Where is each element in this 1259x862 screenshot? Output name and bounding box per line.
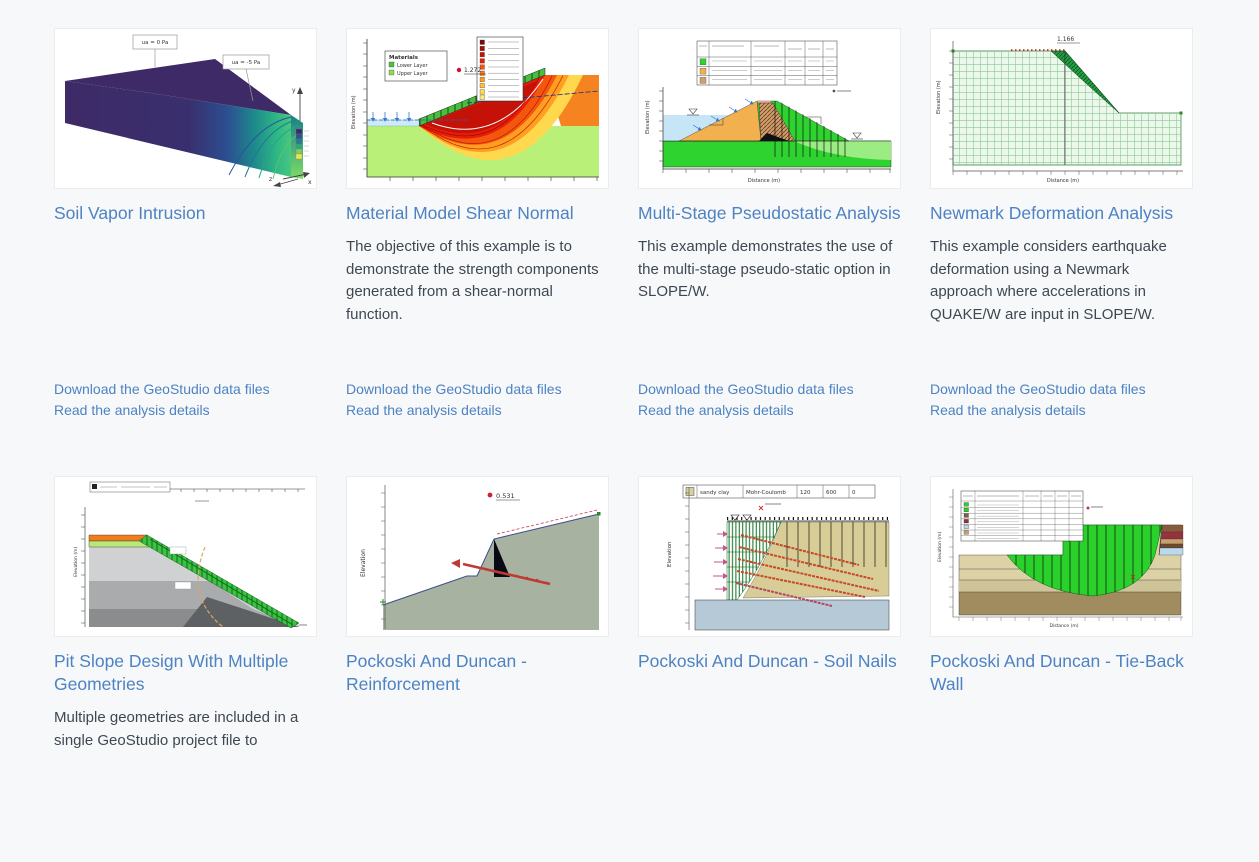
card-thumbnail[interactable]: ua = 0 Pa ua = -5 Pa [54, 28, 317, 189]
materials-table [696, 40, 838, 86]
card-description: The objective of this example is to demo… [346, 238, 599, 323]
y-axis-label: Elevation (m) [645, 100, 651, 134]
example-card-pockoski-tie-back-wall: Elevation (m) Distance (m) Pockoski And … [930, 476, 1193, 862]
water-marker-downstream [851, 132, 863, 140]
seepage-arrows [370, 112, 412, 122]
newmark-deformation-figure: 1.166 Elevation (m) Distance (m) [931, 29, 1192, 188]
card-thumbnail[interactable]: 1.166 Elevation (m) Distance (m) [930, 28, 1193, 189]
y-axis-label: Elevation (m) [937, 532, 943, 562]
pockoski-tie-back-wall-figure: Elevation (m) Distance (m) [931, 477, 1192, 636]
y-axis-label: Elevation [360, 549, 367, 577]
card-thumbnail[interactable]: 0.531 Elevation [346, 476, 609, 637]
download-data-files-link[interactable]: Download the GeoStudio data files [930, 381, 1146, 397]
material-table: sandy clay Mohr-Coulomb 120 600 0 [682, 484, 876, 499]
card-thumbnail[interactable]: Elevation (m) [54, 476, 317, 637]
factor-of-safety-label: 0.531 [496, 492, 515, 500]
legend-item: Upper Layer [397, 71, 429, 77]
axis-x-letter: x [308, 179, 312, 186]
water-marker-upstream [687, 108, 699, 116]
legend-item: Lower Layer [397, 63, 428, 69]
example-card-material-model-shear-normal: Materials Lower Layer Upper Layer [346, 28, 609, 418]
card-thumbnail[interactable]: Elevation (m) Distance (m) [930, 476, 1193, 637]
card-links: Download the GeoStudio data files Read t… [346, 379, 562, 420]
card-title-link[interactable]: Pockoski And Duncan - Reinforcement [346, 651, 527, 694]
card-links: Download the GeoStudio data files Read t… [930, 379, 1146, 420]
table-cell-model: Mohr-Coulomb [746, 490, 786, 496]
axis-z-letter: z [269, 176, 272, 183]
x-axis-label: Distance (m) [1047, 178, 1079, 184]
materials-table [960, 490, 1084, 542]
read-analysis-details-link[interactable]: Read the analysis details [346, 401, 502, 418]
card-title-link[interactable]: Pockoski And Duncan - Soil Nails [638, 651, 897, 671]
table-cell-phi: 0 [852, 490, 856, 496]
example-card-pockoski-soil-nails: sandy clay Mohr-Coulomb 120 600 0 Elevat… [638, 476, 901, 862]
pockoski-soil-nails-figure: sandy clay Mohr-Coulomb 120 600 0 Elevat… [639, 477, 900, 636]
table-cell-material: sandy clay [700, 490, 730, 496]
axis-y-letter: y [292, 87, 296, 94]
pockoski-reinforcement-figure: 0.531 Elevation [347, 477, 608, 636]
download-data-files-link[interactable]: Download the GeoStudio data files [54, 381, 270, 397]
y-axis-label: Elevation [667, 541, 673, 567]
multi-stage-pseudostatic-figure: Elevation (m) Distance (m) [639, 29, 900, 188]
card-description: Multiple geometries are included in a si… [54, 709, 299, 749]
read-analysis-details-link[interactable]: Read the analysis details [54, 401, 210, 418]
soil-nails [735, 534, 880, 607]
card-title-link[interactable]: Pockoski And Duncan - Tie-Back Wall [930, 651, 1184, 694]
read-analysis-details-link[interactable]: Read the analysis details [930, 401, 1086, 418]
table-cell-unit-weight: 120 [800, 490, 811, 496]
colorbar-legend [295, 128, 309, 160]
card-thumbnail[interactable]: Elevation (m) Distance (m) [638, 28, 901, 189]
pit-slope-design-figure: Elevation (m) [55, 477, 316, 636]
legend-title: Materials [389, 55, 419, 61]
card-description: This example demonstrates the use of the… [638, 238, 893, 300]
y-axis-label: Elevation (m) [351, 95, 357, 129]
card-description: This example considers earthquake deform… [930, 238, 1167, 323]
example-card-pit-slope-design: Elevation (m) Pit Slope Design With Mult… [54, 476, 317, 862]
card-thumbnail[interactable]: Materials Lower Layer Upper Layer [346, 28, 609, 189]
fos-marker-dot [456, 67, 462, 73]
y-axis-label: Elevation (m) [936, 80, 942, 114]
factor-of-safety-label: 1.166 [1057, 36, 1074, 43]
x-axis-label: Distance (m) [1049, 623, 1078, 629]
examples-grid: ua = 0 Pa ua = -5 Pa [54, 28, 1193, 862]
soil-vapor-intrusion-figure: ua = 0 Pa ua = -5 Pa [55, 29, 316, 188]
download-data-files-link[interactable]: Download the GeoStudio data files [346, 381, 562, 397]
card-title-link[interactable]: Soil Vapor Intrusion [54, 203, 206, 223]
fos-marker-dot [487, 492, 493, 498]
card-links: Download the GeoStudio data files Read t… [638, 379, 854, 420]
example-card-newmark-deformation: 1.166 Elevation (m) Distance (m) Newmark… [930, 28, 1193, 418]
bc-label-right: ua = -5 Pa [232, 60, 261, 66]
bc-label-top: ua = 0 Pa [142, 40, 169, 46]
read-analysis-details-link[interactable]: Read the analysis details [638, 401, 794, 418]
card-links: Download the GeoStudio data files Read t… [54, 379, 270, 420]
y-axis-label: Elevation (m) [73, 547, 79, 577]
download-data-files-link[interactable]: Download the GeoStudio data files [638, 381, 854, 397]
upstream-arrows [692, 98, 754, 131]
lateral-load-arrows [713, 531, 728, 592]
fos-range-legend [476, 36, 524, 102]
example-card-soil-vapor-intrusion: ua = 0 Pa ua = -5 Pa [54, 28, 317, 418]
reinforcement-nodes [515, 574, 549, 585]
card-title-link[interactable]: Newmark Deformation Analysis [930, 203, 1174, 223]
top-ruler [89, 481, 305, 493]
x-axis-label: Distance (m) [748, 178, 780, 184]
example-card-multi-stage-pseudostatic: Elevation (m) Distance (m) Multi-Stage P… [638, 28, 901, 418]
card-title-link[interactable]: Multi-Stage Pseudostatic Analysis [638, 203, 901, 223]
table-cell-cohesion: 600 [826, 490, 837, 496]
factor-of-safety-label: 1.272 [464, 67, 481, 74]
right-strata-wedge [1158, 524, 1184, 556]
axes-triad [273, 87, 310, 187]
card-title-link[interactable]: Material Model Shear Normal [346, 203, 574, 223]
example-card-pockoski-reinforcement: 0.531 Elevation Pockoski And Duncan - Re… [346, 476, 609, 862]
material-model-shear-normal-figure: Materials Lower Layer Upper Layer [347, 29, 608, 188]
materials-legend: Materials Lower Layer Upper Layer [384, 50, 448, 82]
card-title-link[interactable]: Pit Slope Design With Multiple Geometrie… [54, 651, 289, 694]
card-thumbnail[interactable]: sandy clay Mohr-Coulomb 120 600 0 Elevat… [638, 476, 901, 637]
